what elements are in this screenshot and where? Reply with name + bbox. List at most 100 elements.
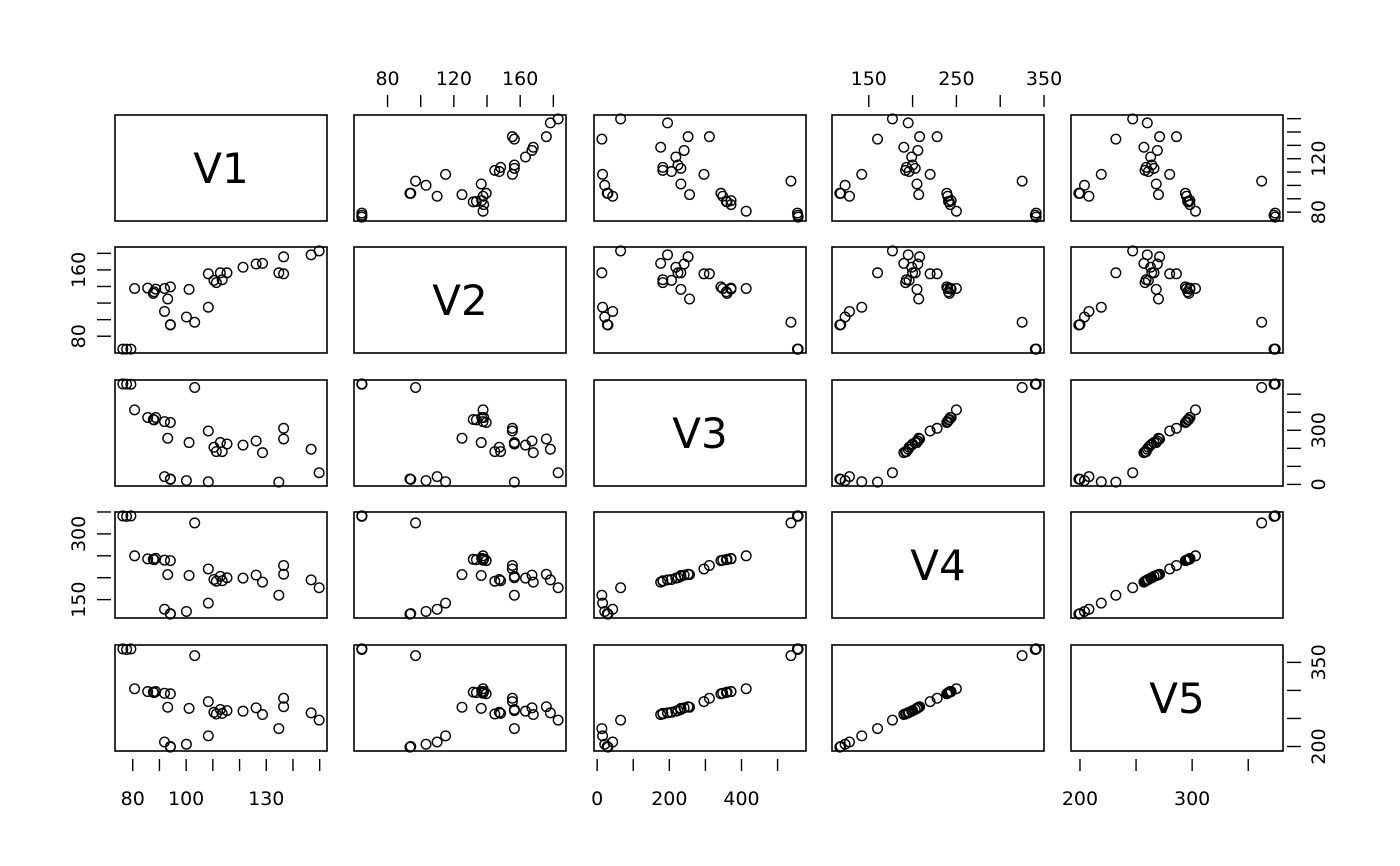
point-V1-vs-V2-27 (257, 257, 269, 269)
point-V1-vs-V4-4 (129, 550, 141, 562)
point-V2-vs-V4-26 (526, 569, 538, 581)
point-V1-vs-V2-20 (208, 274, 220, 286)
point-V4-vs-V1-26 (912, 144, 924, 156)
point-V3-vs-V2-28 (596, 267, 608, 279)
point-V5-vs-V3-31 (1141, 443, 1153, 455)
point-V3-vs-V2-18 (597, 301, 609, 313)
point-V1-vs-V2-17 (189, 316, 201, 328)
panel-V4-V5 (1070, 511, 1284, 619)
point-V4-vs-V3-31 (902, 443, 914, 455)
point-V2-vs-V4-27 (527, 576, 539, 588)
point-V2-vs-V5-3 (356, 643, 368, 655)
point-V3-vs-V1-10 (715, 187, 727, 199)
point-V3-vs-V2-19 (698, 268, 710, 280)
point-V5-vs-V4-31 (1141, 574, 1153, 586)
point-V1-vs-V3-26 (250, 435, 262, 447)
point-V4-vs-V1-18 (856, 168, 868, 180)
point-V5-vs-V3-27 (1138, 447, 1150, 459)
point-V2-vs-V4-17 (410, 517, 422, 529)
point-V1-vs-V3-23 (216, 446, 228, 458)
point-V1-vs-V2-24 (221, 267, 233, 279)
point-V2-vs-V4-28 (508, 589, 520, 601)
point-V5-vs-V3-32 (1127, 467, 1139, 479)
point-V4-vs-V3-32 (886, 467, 898, 479)
point-V5-vs-V3-3 (1269, 378, 1281, 390)
point-V5-vs-V3-8 (1183, 413, 1195, 425)
panel-V2-V4 (831, 246, 1045, 354)
point-V1-vs-V5-10 (164, 688, 176, 700)
point-V3-vs-V4-27 (655, 576, 667, 588)
point-V5-vs-V1-17 (1256, 175, 1268, 187)
point-V4-vs-V3-30 (914, 433, 926, 445)
point-V4-vs-V1-23 (900, 161, 912, 173)
point-V2-vs-V4-11 (456, 569, 468, 581)
point-V2-vs-V5-15 (475, 702, 487, 714)
point-V3-vs-V4-17 (785, 517, 797, 529)
point-V2-vs-V3-16 (420, 475, 432, 487)
point-V2-vs-V1-25 (519, 151, 531, 163)
point-V4-vs-V5-14 (834, 741, 846, 753)
point-V2-vs-V3-4 (477, 404, 489, 416)
point-V2-vs-V3-3 (356, 378, 368, 390)
point-V1-vs-V3-7 (150, 411, 162, 423)
point-V4-vs-V3-10 (941, 417, 953, 429)
point-V4-vs-V2-18 (856, 301, 868, 313)
panel-V3-V5 (1070, 379, 1284, 487)
point-V5-vs-V3-26 (1151, 435, 1163, 447)
panel-V3-V3 (593, 379, 807, 487)
point-V3-vs-V5-32 (615, 714, 627, 726)
point-V4-vs-V3-26 (912, 435, 924, 447)
point-V3-vs-V5-29 (703, 692, 715, 704)
point-V1-vs-V4-3 (125, 510, 137, 522)
point-V1-vs-V2-22 (214, 267, 226, 279)
point-V4-vs-V2-15 (911, 283, 923, 295)
point-V5-vs-V1-29 (1170, 131, 1182, 143)
point-V5-vs-V1-11 (1152, 189, 1164, 201)
point-V3-vs-V1-31 (662, 117, 674, 129)
point-V2-vs-V3-30 (540, 433, 552, 445)
point-V1-vs-V5-20 (208, 706, 220, 718)
point-V3-vs-V2-26 (678, 258, 690, 270)
point-V5-vs-V1-1 (1269, 211, 1281, 223)
point-V4-vs-V3-9 (942, 416, 954, 428)
panel-V2-V1 (114, 246, 328, 354)
point-V2-vs-V4-31 (544, 574, 556, 586)
point-V1-vs-V4-28 (273, 589, 285, 601)
point-V1-vs-V3-14 (164, 473, 176, 485)
point-V5-vs-V3-9 (1181, 416, 1193, 428)
point-V2-vs-V3-18 (440, 476, 452, 488)
point-V1-vs-V5-27 (257, 709, 269, 721)
panel-V2-V3 (593, 246, 807, 354)
point-V5-vs-V1-25 (1145, 151, 1157, 163)
point-V1-vs-V5-9 (159, 687, 171, 699)
point-V2-vs-V3-10 (480, 417, 492, 429)
point-V2-vs-V1-23 (495, 161, 507, 173)
point-V1-vs-V2-9 (159, 282, 171, 294)
point-V2-vs-V5-28 (508, 723, 520, 735)
point-V1-vs-V3-21 (210, 446, 222, 458)
point-V3-vs-V2-31 (662, 249, 674, 261)
point-V4-vs-V2-14 (834, 319, 846, 331)
panel-V1-V4 (831, 114, 1045, 222)
point-V2-vs-V1-27 (527, 141, 539, 153)
point-V5-vs-V2-28 (1110, 267, 1122, 279)
point-V5-vs-V1-30 (1154, 131, 1166, 143)
point-V3-vs-V5-4 (740, 683, 752, 695)
point-V5-vs-V2-31 (1141, 249, 1153, 261)
point-V3-vs-V5-23 (657, 707, 669, 719)
point-V4-vs-V1-22 (909, 162, 921, 174)
point-V1-vs-V4-31 (305, 574, 317, 586)
point-V1-vs-V2-29 (278, 268, 290, 280)
point-V5-vs-V1-32 (1127, 113, 1139, 125)
point-V2-vs-V3-31 (544, 443, 556, 455)
point-V2-vs-V1-16 (420, 179, 432, 191)
point-V5-vs-V3-19 (1164, 425, 1176, 437)
x-tick-label-V5-200: 200 (1062, 788, 1098, 810)
point-V4-vs-V1-15 (911, 178, 923, 190)
point-V2-vs-V5-31 (544, 707, 556, 719)
x-tick-label-V3-0: 0 (591, 788, 603, 810)
point-V5-vs-V4-19 (1164, 563, 1176, 575)
point-V1-vs-V5-14 (164, 741, 176, 753)
point-V5-vs-V1-19 (1164, 168, 1176, 180)
